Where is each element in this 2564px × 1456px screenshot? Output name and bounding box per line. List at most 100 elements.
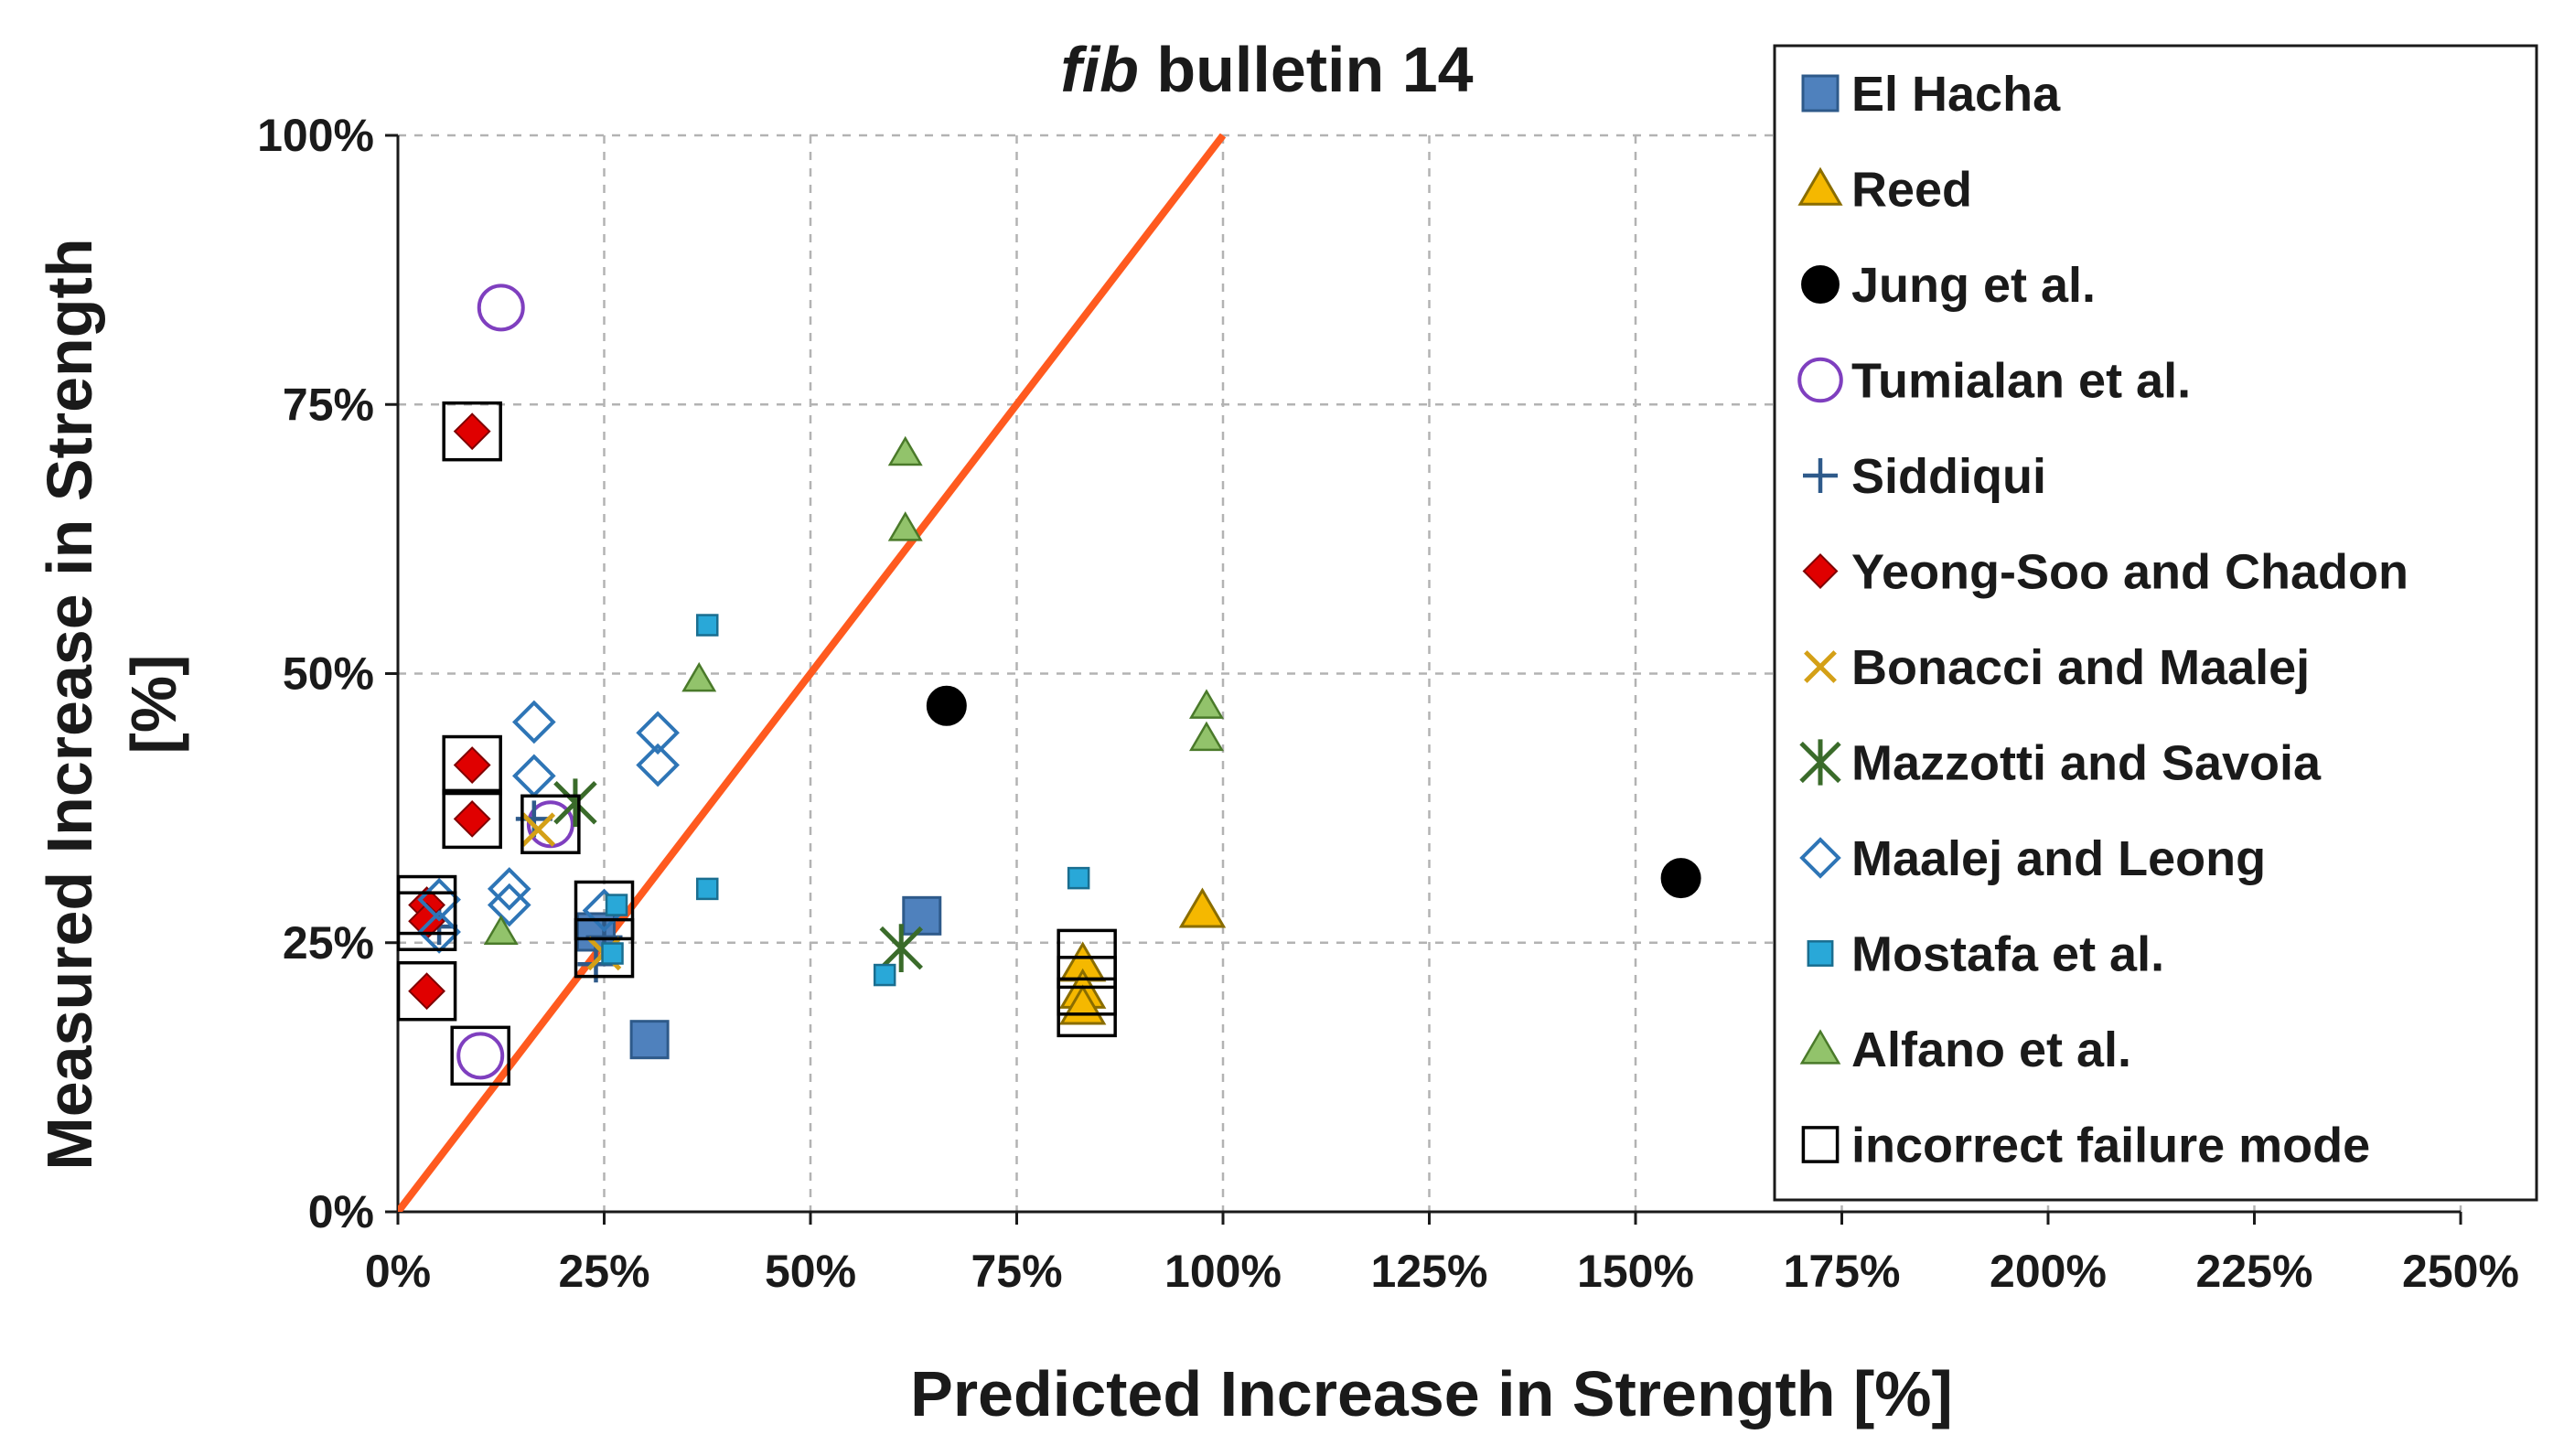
legend-marker-alfano-et-al [1799,1029,1841,1065]
x-tick-label: 150% [1577,1246,1694,1297]
data-point-tumialan-et-al [456,1032,505,1080]
legend-item-alfano-et-al: Alfano et al. [1799,1022,2131,1077]
data-point-incorrect-failure-mode [442,734,502,796]
data-point-alfano-et-al [681,661,717,692]
data-point-incorrect-failure-mode [450,1025,510,1087]
series-alfano-et-al [483,435,1224,946]
data-point-maalej-and-leong [512,700,556,744]
legend-item-reed: Reed [1797,163,1972,218]
x-tick-label: 50% [765,1246,856,1297]
y-tick-label: 50% [283,648,374,700]
x-tick-label: 125% [1371,1246,1488,1297]
legend-item-maalej-and-leong: Maalej and Leong [1799,831,2266,886]
legend-marker-jung-et-al [1801,265,1840,304]
data-point-maalej-and-leong [487,883,531,927]
legend-item-siddiqui: Siddiqui [1803,449,2046,504]
legend-label-jung-et-al: Jung et al. [1851,258,2096,313]
data-point-alfano-et-al [887,435,923,466]
series-tumialan-et-al [456,284,574,1080]
data-point-mostafa-et-al [601,942,624,965]
data-point-mostafa-et-al [605,894,628,916]
data-point-bonacci-and-maalej [520,812,556,847]
legend-marker-bonacci-and-maalej [1804,650,1837,683]
y-tick-label: 25% [283,917,374,969]
legend: El Hacha Reed Jung et al. Tumialan et al. Si… [1773,44,2538,1202]
data-point-alfano-et-al [483,915,519,946]
data-point-tumialan-et-al [477,284,525,332]
data-point-alfano-et-al [887,511,923,541]
data-point-jung-et-al [926,685,967,726]
legend-item-incorrect-failure-mode: incorrect failure mode [1801,1119,2370,1173]
chart-title-rest: bulletin 14 [1139,34,1474,105]
legend-label-alfano-et-al: Alfano et al. [1851,1022,2131,1077]
data-point-maalej-and-leong [487,867,531,911]
series-jung-et-al [926,685,1701,899]
legend-marker-tumialan-et-al [1797,357,1843,403]
legend-label-mostafa-et-al: Mostafa et al. [1851,927,2164,982]
series-mostafa-et-al [601,614,1090,987]
data-point-incorrect-failure-mode [574,917,635,979]
data-point-incorrect-failure-mode [442,401,502,462]
data-point-mazzotti-and-savoia [879,924,923,973]
data-point-incorrect-failure-mode [396,891,457,951]
y-axis-title-line1: Measured Increase in Strength [34,238,105,1170]
data-point-maalej-and-leong [417,910,461,954]
legend-label-bonacci-and-maalej: Bonacci and Maalej [1851,640,2310,695]
legend-label-tumialan-et-al: Tumialan et al. [1851,354,2191,409]
legend-item-jung-et-al: Jung et al. [1801,258,2096,313]
chart-title: fib bulletin 14 [1060,34,1473,105]
legend-label-mazzotti-and-savoia: Mazzotti and Savoia [1851,736,2322,791]
x-tick-label: 100% [1164,1246,1282,1297]
data-point-maalej-and-leong [636,743,680,787]
legend-label-maalej-and-leong: Maalej and Leong [1851,831,2266,886]
legend-item-mostafa-et-al: Mostafa et al. [1807,927,2164,982]
chart-title-italic: fib [1060,34,1139,105]
data-point-el-hacha [902,895,942,936]
y-tick-label: 100% [257,110,374,161]
data-point-alfano-et-al [1188,721,1224,752]
data-point-mostafa-et-al [873,963,896,987]
reference-line-1to1 [398,134,1227,1212]
data-point-el-hacha [629,1020,670,1060]
data-point-incorrect-failure-mode [442,788,502,850]
data-point-mostafa-et-al [696,877,719,901]
series-reed [1058,887,1227,1025]
y-axis-title-line2: [%] [118,655,189,755]
y-tick-label: 75% [283,379,374,430]
legend-label-reed: Reed [1851,163,1972,218]
data-point-yeong-soo-and-chadon [408,972,445,1011]
legend-marker-siddiqui [1803,458,1838,493]
x-tick-label: 200% [1990,1246,2107,1297]
series-incorrect-failure-mode [396,401,1117,1087]
x-tick-label: 25% [558,1246,649,1297]
y-axis-title: Measured Increase in Strength [%] [34,238,189,1170]
data-point-alfano-et-al [1188,689,1224,719]
data-point-maalej-and-leong [636,711,680,755]
legend-marker-mostafa-et-al [1807,940,1834,967]
legend-marker-maalej-and-leong [1799,837,1841,879]
x-tick-label: 75% [971,1246,1062,1297]
legend-box [1773,44,2538,1202]
legend-marker-yeong-soo-and-chadon [1802,553,1839,589]
legend-label-siddiqui: Siddiqui [1851,449,2046,504]
series-maalej-and-leong [417,700,680,954]
legend-item-el-hacha: El Hacha [1801,67,2061,122]
legend-item-tumialan-et-al: Tumialan et al. [1797,354,2191,409]
tick-labels-layer: 0% 25% 50% 75% 100% 125% 150% 175% 200% 225% 250% 0… [257,110,2519,1297]
x-tick-label: 0% [365,1246,431,1297]
axes-layer [385,134,2462,1225]
reference-line-layer [398,134,1227,1212]
legend-item-bonacci-and-maalej: Bonacci and Maalej [1804,640,2310,695]
legend-marker-mazzotti-and-savoia [1799,739,1841,786]
data-point-jung-et-al [1660,858,1701,899]
data-point-incorrect-failure-mode [1057,977,1117,1038]
data-point-mostafa-et-al [1067,866,1090,890]
data-points-layer [396,284,1701,1087]
x-tick-label: 250% [2402,1246,2519,1297]
data-point-yeong-soo-and-chadon [453,412,491,451]
data-point-incorrect-failure-mode [396,960,457,1022]
data-point-mostafa-et-al [696,614,719,637]
data-point-maalej-and-leong [512,754,556,798]
data-point-incorrect-failure-mode [574,880,635,941]
